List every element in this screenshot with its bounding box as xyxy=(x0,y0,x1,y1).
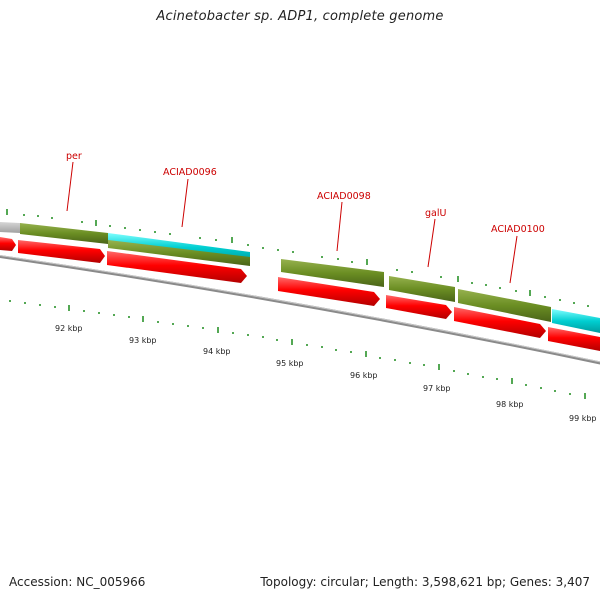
gap-feature[interactable] xyxy=(0,222,20,233)
gene-label-per[interactable]: per xyxy=(66,151,82,162)
gene-label-aciad0098[interactable]: ACIAD0098 xyxy=(317,191,371,202)
gene-label-leaders xyxy=(66,161,518,284)
scale-label: 97 kbp xyxy=(423,384,451,393)
gene-feature[interactable] xyxy=(281,259,384,287)
upper-tick-row xyxy=(6,209,589,307)
scale-label: 94 kbp xyxy=(203,347,231,356)
scale-label: 96 kbp xyxy=(350,371,378,380)
scale-label: 92 kbp xyxy=(55,324,83,333)
leader-line xyxy=(336,201,343,252)
gene-label-aciad0096[interactable]: ACIAD0096 xyxy=(163,167,217,178)
gene-feature[interactable] xyxy=(20,223,108,244)
rna-feature[interactable] xyxy=(552,309,600,333)
cds-arrow[interactable] xyxy=(18,240,105,263)
map-title: Acinetobacter sp. ADP1, complete genome xyxy=(156,9,444,24)
cds-arrow[interactable] xyxy=(0,237,16,251)
gene-labels: per ACIAD0096 ACIAD0098 galU ACIAD0100 xyxy=(66,151,545,235)
leader-line xyxy=(66,161,74,212)
genome-backbone-highlight xyxy=(0,254,600,363)
gene-feature[interactable] xyxy=(108,240,250,266)
gene-label-aciad0100[interactable]: ACIAD0100 xyxy=(491,224,545,235)
gene-label-galu[interactable]: galU xyxy=(425,208,446,219)
genome-backbone xyxy=(0,254,600,365)
accession-text: Accession: NC_005966 xyxy=(9,575,146,589)
gene-feature[interactable] xyxy=(389,276,455,302)
cds-arrow[interactable] xyxy=(278,277,380,306)
scale-label: 93 kbp xyxy=(129,336,157,345)
scale-label: 99 kbp xyxy=(569,414,597,423)
feature-track-upper xyxy=(0,222,600,333)
leader-line xyxy=(427,218,436,268)
scale-label: 98 kbp xyxy=(496,400,524,409)
leader-line xyxy=(181,178,189,228)
leader-line xyxy=(509,235,518,284)
cds-track xyxy=(0,237,600,351)
cds-arrow[interactable] xyxy=(454,307,546,338)
cds-arrow[interactable] xyxy=(107,251,247,283)
cds-arrow[interactable] xyxy=(386,295,452,319)
lower-tick-row xyxy=(9,300,586,399)
gene-feature[interactable] xyxy=(458,289,551,322)
genome-summary-text: Topology: circular; Length: 3,598,621 bp… xyxy=(260,575,590,589)
scale-label: 95 kbp xyxy=(276,359,304,368)
cds-arrow[interactable] xyxy=(548,327,600,351)
scale-labels: 92 kbp 93 kbp 94 kbp 95 kbp 96 kbp 97 kb… xyxy=(55,324,597,423)
